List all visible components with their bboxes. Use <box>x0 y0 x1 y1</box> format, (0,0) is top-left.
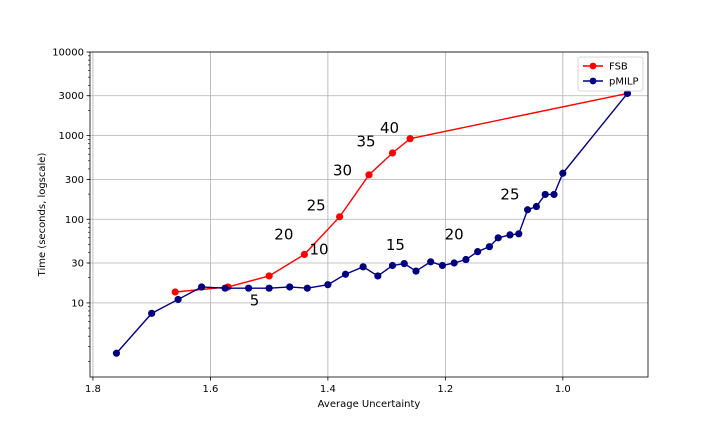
x-tick-label: 1.4 <box>320 384 336 395</box>
data-point-pmilp <box>515 230 523 238</box>
data-point-pmilp <box>324 281 332 289</box>
y-tick-label: 3000 <box>59 91 84 102</box>
annotation-label: 20 <box>445 226 464 244</box>
annotation-label: 20 <box>274 226 293 244</box>
legend-label: pMILP <box>609 77 639 88</box>
data-point-pmilp <box>400 260 408 268</box>
data-point-pmilp <box>438 261 447 270</box>
y-tick-label: 100 <box>65 215 84 226</box>
annotation-label: 15 <box>386 236 405 254</box>
data-point-pmilp <box>494 234 502 242</box>
x-tick-label: 1.2 <box>437 384 453 395</box>
data-point-pmilp <box>265 284 273 292</box>
annotation-label: 25 <box>307 196 326 214</box>
data-point-pmilp <box>506 231 514 239</box>
annotation-label: 10 <box>310 240 329 258</box>
annotation-label: 35 <box>357 132 376 150</box>
annotation-label: 25 <box>500 186 519 204</box>
annotation-label: 30 <box>333 161 352 179</box>
y-tick-label: 10000 <box>52 48 84 59</box>
series-layer <box>112 89 632 357</box>
data-point-pmilp <box>532 202 541 211</box>
data-point-pmilp <box>388 261 397 270</box>
data-point-pmilp <box>112 349 121 357</box>
data-point-pmilp <box>462 255 470 264</box>
legend-swatch-marker <box>589 77 597 85</box>
plot-frame <box>89 51 649 378</box>
y-tick-label: 30 <box>71 258 84 269</box>
data-point-pmilp <box>550 190 558 199</box>
data-point-pmilp <box>559 169 567 177</box>
data-point-pmilp <box>286 283 294 291</box>
y-axis-label: Time (seconds, logscale) <box>37 153 48 278</box>
x-tick-label: 1.0 <box>555 384 571 395</box>
y-tick-label: 10 <box>71 298 84 309</box>
data-point-fsb <box>265 272 273 280</box>
data-point-pmilp <box>341 270 350 278</box>
y-tick-label: 1000 <box>59 131 84 142</box>
legend-label: FSB <box>609 62 628 73</box>
data-point-pmilp <box>198 283 206 291</box>
data-point-fsb <box>300 250 308 259</box>
data-point-fsb <box>388 149 397 157</box>
x-tick-label: 1.6 <box>202 384 218 395</box>
data-point-fsb <box>171 288 179 296</box>
data-point-pmilp <box>623 89 632 97</box>
data-point-fsb <box>365 171 373 179</box>
data-point-pmilp <box>412 267 420 275</box>
data-point-pmilp <box>148 309 156 317</box>
annotation-label: 5 <box>250 292 260 310</box>
annotation-label: 40 <box>380 119 399 137</box>
data-point-pmilp <box>374 272 382 280</box>
data-point-pmilp <box>427 258 435 266</box>
data-point-pmilp <box>303 284 311 292</box>
axes: 1.8 1.6 1.4 1.2 1.0 10 30 100 300 1000 3000 10000 <box>52 48 571 396</box>
y-tick-label: 300 <box>65 175 84 186</box>
x-tick-label: 1.8 <box>85 384 101 395</box>
data-point-pmilp <box>523 206 532 214</box>
data-point-pmilp <box>541 190 549 199</box>
data-point-fsb <box>336 213 344 221</box>
x-axis-label: Average Uncertainty <box>318 399 421 410</box>
data-point-pmilp <box>244 284 253 292</box>
legend-swatch-marker <box>589 62 597 70</box>
data-point-pmilp <box>174 295 182 304</box>
data-point-pmilp <box>474 248 482 256</box>
data-point-pmilp <box>485 243 494 251</box>
data-point-fsb <box>406 135 414 143</box>
legend: FSB pMILP <box>577 56 644 92</box>
grid <box>90 51 648 377</box>
data-point-pmilp <box>221 284 229 292</box>
data-point-pmilp <box>359 263 367 271</box>
data-point-pmilp <box>450 259 458 267</box>
